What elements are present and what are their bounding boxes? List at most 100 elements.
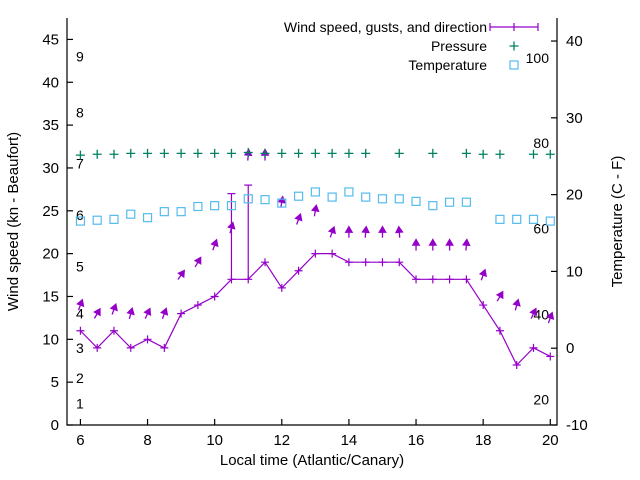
x-axis-tick-label: 18 bbox=[475, 432, 492, 449]
beaufort-label-4: 4 bbox=[76, 306, 84, 322]
x-axis-tick-label: 20 bbox=[542, 432, 559, 449]
temperature-point bbox=[75, 216, 86, 226]
beaufort-label-5: 5 bbox=[76, 258, 84, 274]
fahrenheit-label-80: 80 bbox=[533, 135, 549, 151]
beaufort-label-9: 9 bbox=[76, 49, 84, 65]
wind-speed-point bbox=[445, 275, 454, 284]
wind-direction-arrow bbox=[462, 238, 471, 251]
wind-direction-arrow bbox=[76, 298, 85, 311]
plot-frame bbox=[66, 18, 558, 426]
legend-label-wind: Wind speed, gusts, and direction bbox=[284, 19, 487, 35]
wind-direction-arrow bbox=[177, 269, 186, 280]
temperature-point bbox=[277, 198, 287, 208]
temperature-point bbox=[545, 216, 555, 226]
wind-direction-arrow bbox=[93, 307, 101, 319]
wind-speed-point bbox=[529, 343, 538, 352]
temperature-point bbox=[512, 214, 522, 224]
y-axis-tick-label: 0 bbox=[51, 417, 59, 434]
temperature-point bbox=[92, 215, 102, 225]
fahrenheit-label-60: 60 bbox=[533, 220, 549, 236]
temperature-point bbox=[445, 197, 455, 207]
temperature-point bbox=[243, 194, 253, 204]
pressure-point bbox=[109, 149, 119, 159]
temperature-point bbox=[260, 195, 270, 205]
wind-direction-arrow bbox=[344, 225, 354, 238]
wind-direction-arrow bbox=[210, 238, 219, 251]
pressure-point bbox=[277, 148, 287, 158]
pressure-point bbox=[260, 148, 270, 158]
pressure-point bbox=[461, 148, 471, 158]
wind-speed-point bbox=[378, 258, 387, 267]
wind-speed-point bbox=[210, 292, 219, 301]
wind-direction-arrow bbox=[327, 225, 336, 238]
x-axis-tick-label: 16 bbox=[408, 432, 425, 449]
y-axis-title: Wind speed (kn - Beaufort) bbox=[5, 132, 22, 311]
temperature-point bbox=[361, 192, 371, 202]
temperature-point bbox=[411, 196, 421, 206]
pressure-point bbox=[176, 148, 186, 158]
legend-label-temperature: Temperature bbox=[408, 57, 487, 73]
wind-speed-point bbox=[512, 361, 521, 370]
wind-speed-point bbox=[479, 301, 488, 310]
wind-speed-point bbox=[412, 275, 421, 284]
pressure-point bbox=[529, 149, 539, 159]
y2-axis-tick-label: 40 bbox=[566, 33, 583, 50]
fahrenheit-label-20: 20 bbox=[533, 392, 549, 408]
pressure-point bbox=[478, 149, 488, 159]
wind-direction-arrow bbox=[277, 195, 286, 208]
wind-speed-point bbox=[143, 335, 152, 344]
y-axis-tick-label: 20 bbox=[42, 246, 59, 263]
wind-speed-line bbox=[79, 253, 551, 367]
y-axis-tick-label: 10 bbox=[42, 331, 59, 348]
legend-label-pressure: Pressure bbox=[431, 38, 487, 54]
pressure-point bbox=[344, 148, 354, 158]
y2-axis-tick-label: 30 bbox=[566, 110, 583, 127]
wind-direction-arrow bbox=[512, 298, 521, 311]
x-axis-tick-label: 8 bbox=[143, 432, 151, 449]
beaufort-label-7: 7 bbox=[76, 156, 84, 172]
wind-direction-arrow bbox=[478, 268, 488, 281]
wind-speed-point bbox=[344, 258, 353, 267]
y2-axis-title: Temperature (C - F) bbox=[609, 156, 626, 288]
wind-direction-arrow bbox=[109, 302, 118, 315]
temperature-point bbox=[126, 209, 136, 219]
wind-speed-point bbox=[395, 258, 404, 267]
temperature-point bbox=[210, 201, 220, 211]
wind-speed-point bbox=[428, 275, 437, 284]
wind-direction-arrow bbox=[411, 238, 421, 251]
wind-direction-arrow bbox=[529, 307, 538, 319]
wind-direction-arrow bbox=[126, 307, 135, 320]
temperature-point bbox=[159, 207, 169, 217]
pressure-point bbox=[159, 148, 169, 158]
wind-speed-point bbox=[328, 249, 337, 258]
y2-axis-tick-label: 10 bbox=[566, 263, 583, 280]
wind-direction-arrow bbox=[160, 307, 169, 320]
wind-speed-point bbox=[311, 249, 320, 258]
wind-speed-point bbox=[495, 326, 504, 335]
y-axis-tick-label: 25 bbox=[42, 203, 59, 220]
y-axis-tick-label: 35 bbox=[42, 117, 59, 134]
x-axis-tick-label: 14 bbox=[341, 432, 358, 449]
y-axis-tick-label: 5 bbox=[51, 374, 59, 391]
pressure-point bbox=[126, 148, 136, 158]
wind-direction-arrow bbox=[310, 204, 320, 217]
x-axis-title: Local time (Atlantic/Canary) bbox=[220, 452, 404, 469]
beaufort-label-8: 8 bbox=[76, 104, 84, 120]
wind-speed-point bbox=[76, 326, 85, 335]
temperature-point bbox=[428, 201, 438, 211]
wind-direction-arrow bbox=[294, 212, 303, 225]
pressure-point bbox=[545, 149, 555, 159]
fahrenheit-label-40: 40 bbox=[533, 306, 549, 322]
wind-speed-point bbox=[361, 258, 370, 267]
y-axis-tick-label: 45 bbox=[42, 31, 59, 48]
x-axis-tick-label: 10 bbox=[206, 432, 223, 449]
temperature-point bbox=[142, 213, 153, 223]
y-axis-tick-label: 15 bbox=[42, 288, 59, 305]
y-axis-tick-label: 40 bbox=[42, 74, 59, 91]
x-axis-tick-label: 6 bbox=[76, 432, 84, 449]
wind-speed-point bbox=[177, 309, 186, 318]
wind-direction-arrow bbox=[143, 307, 152, 319]
pressure-point bbox=[310, 148, 320, 158]
